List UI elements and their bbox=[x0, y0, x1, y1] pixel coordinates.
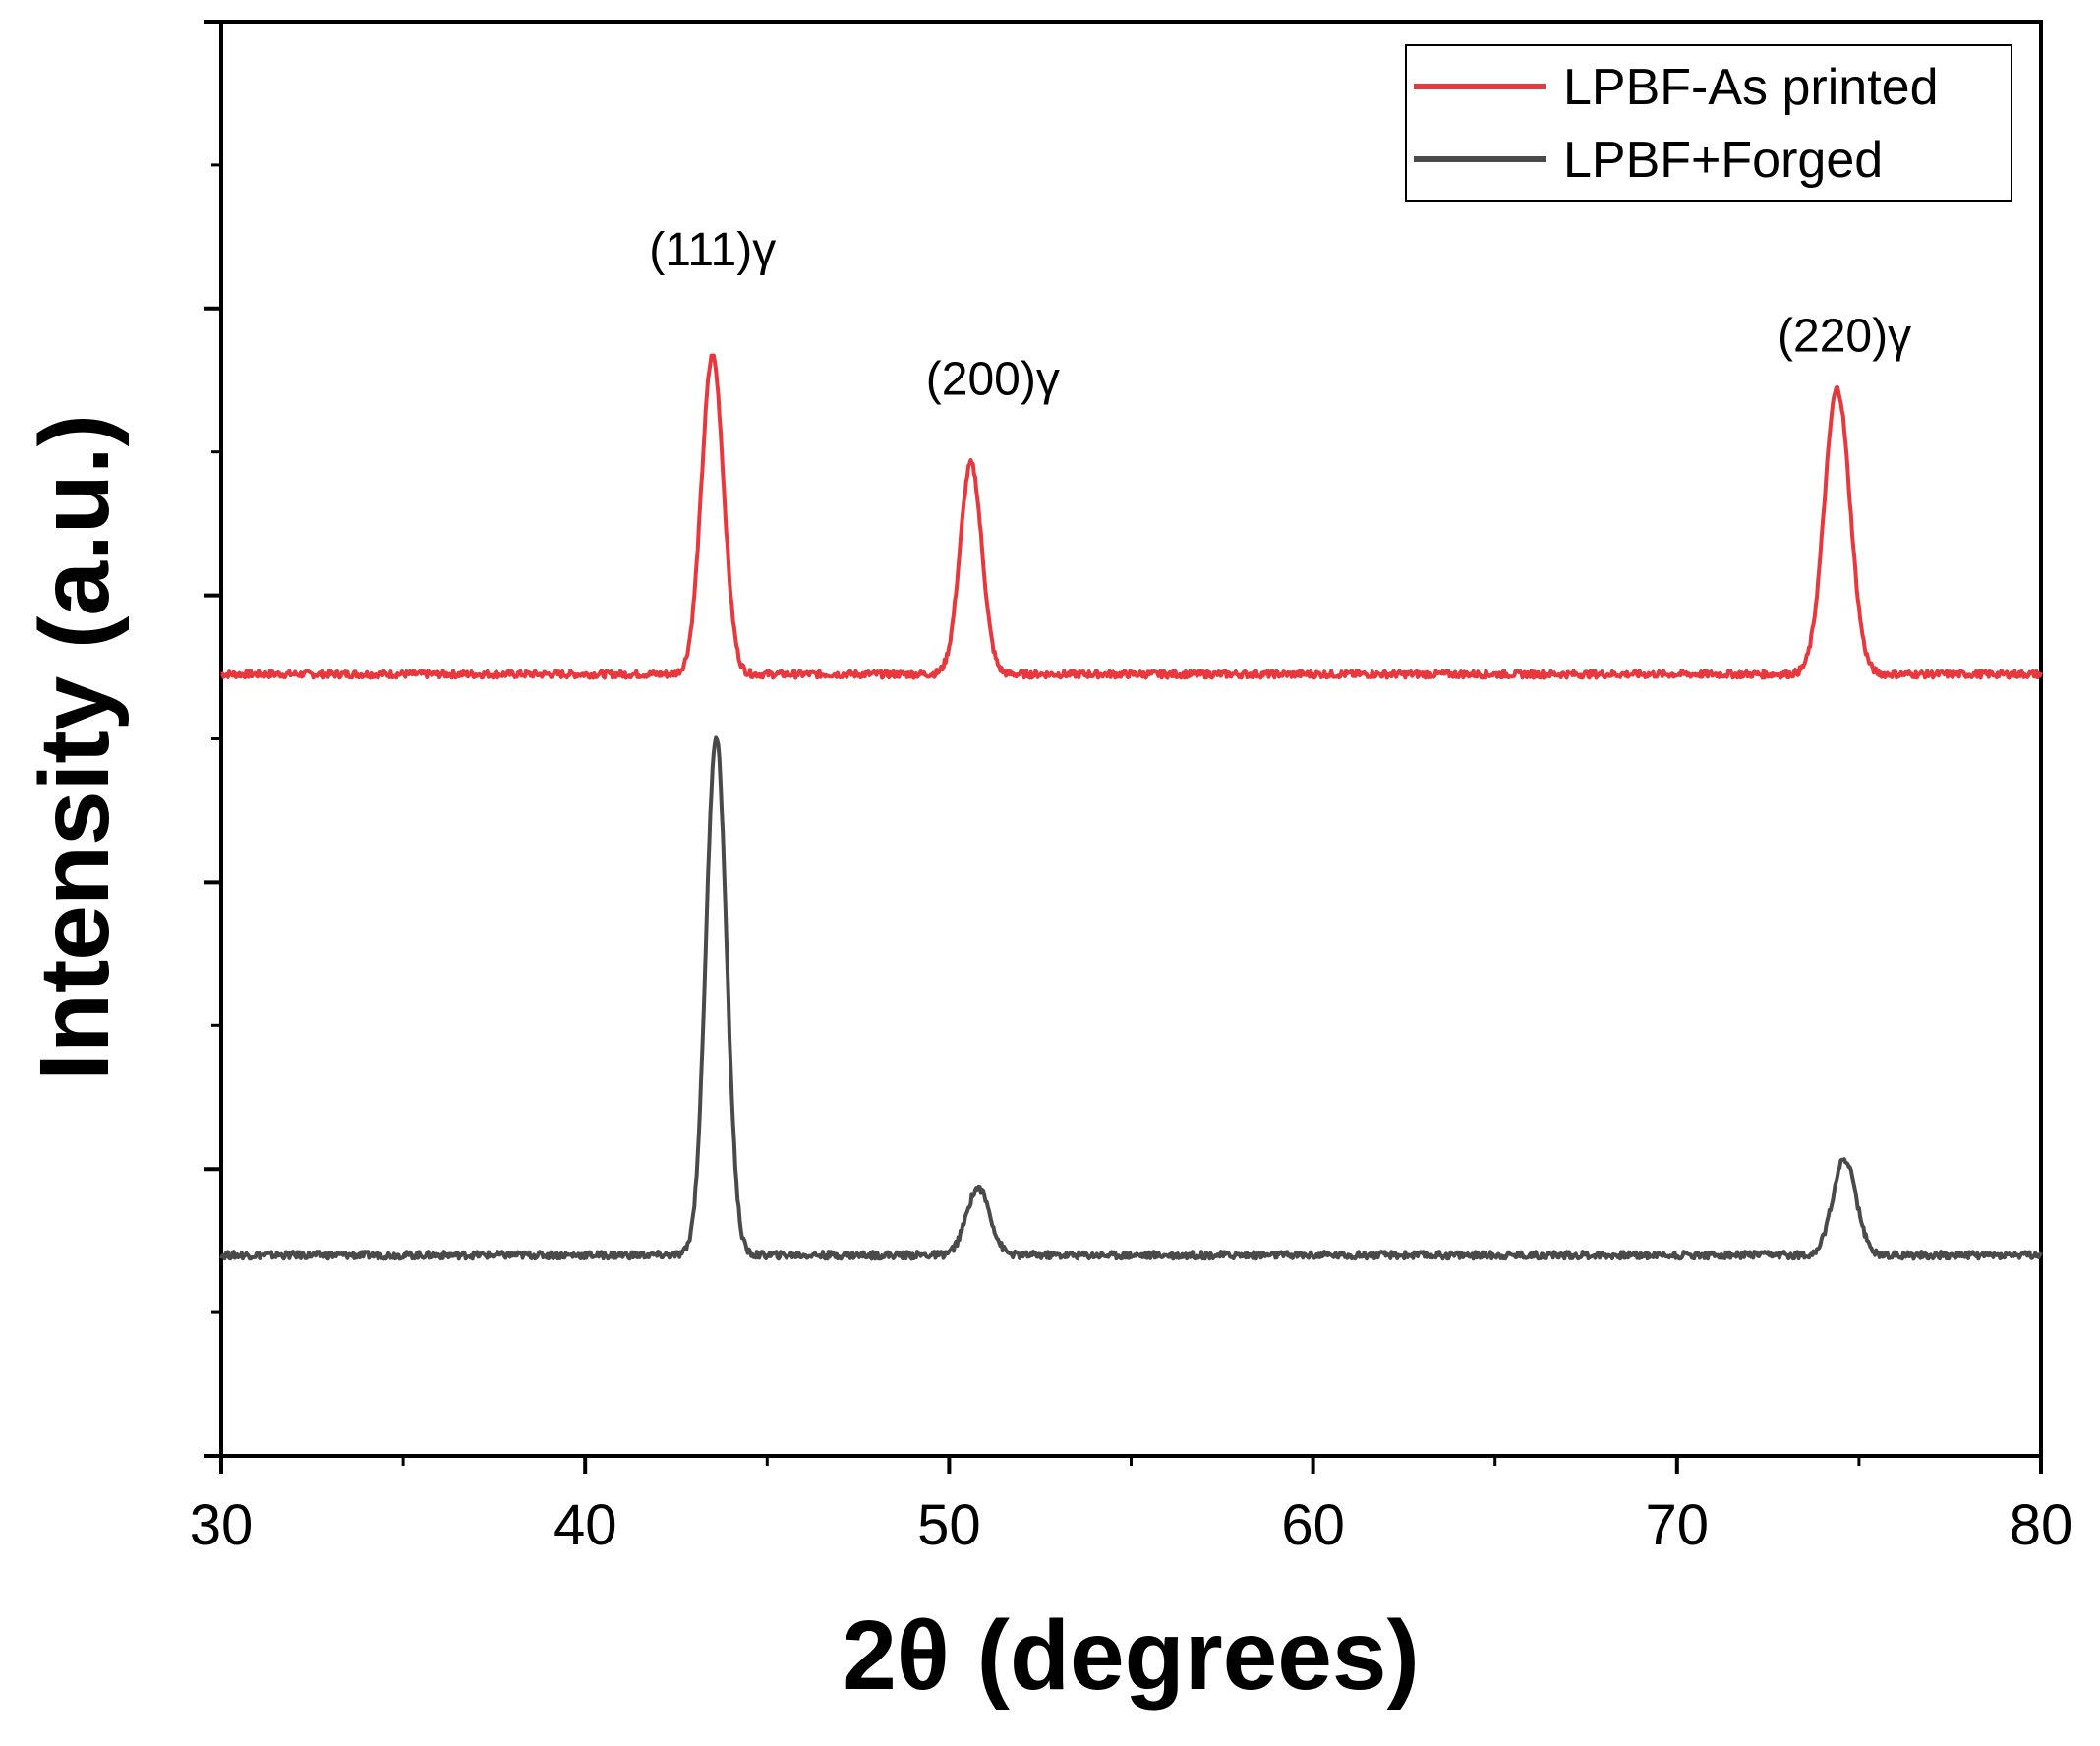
plot-frame bbox=[219, 20, 2043, 1458]
legend: LPBF-As printed LPBF+Forged bbox=[1405, 44, 2012, 202]
x-tick-label: 50 bbox=[917, 1493, 981, 1557]
x-tick-label: 80 bbox=[2010, 1493, 2073, 1557]
peak-annotations: (111)γ (200)γ (220)γ bbox=[649, 224, 1911, 405]
legend-label-forged: LPBF+Forged bbox=[1563, 132, 1883, 189]
peak-label: (220)γ bbox=[1778, 311, 1911, 363]
series-line-as-printed bbox=[220, 353, 2043, 680]
x-axis-title: 2θ (degrees) bbox=[842, 1600, 1420, 1711]
x-tick-label: 70 bbox=[1646, 1493, 1710, 1557]
y-axis-ticks bbox=[204, 20, 221, 1458]
series-layer bbox=[219, 353, 2043, 1261]
x-axis-ticks: 30 40 50 60 70 80 bbox=[190, 1456, 2073, 1557]
peak-label: (200)γ bbox=[926, 353, 1060, 405]
x-tick-label: 40 bbox=[554, 1493, 617, 1557]
peak-label: (111)γ bbox=[649, 224, 776, 276]
series-line-forged bbox=[219, 735, 2043, 1261]
legend-box bbox=[1405, 44, 2012, 202]
x-tick-label: 60 bbox=[1281, 1493, 1345, 1557]
y-axis-title: Intensity (a.u.) bbox=[20, 414, 130, 1080]
legend-label-as-printed: LPBF-As printed bbox=[1563, 59, 1939, 116]
x-tick-label: 30 bbox=[190, 1493, 254, 1557]
